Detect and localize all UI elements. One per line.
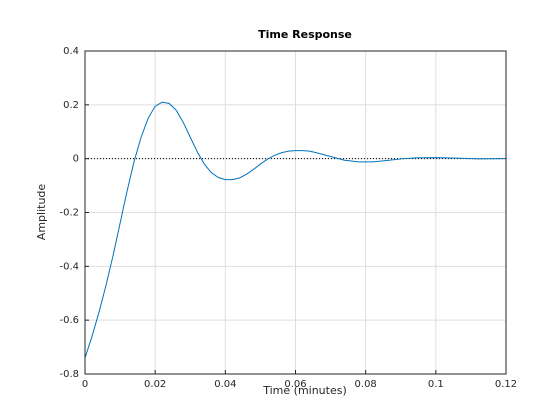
y-tick-label: -0.8 — [59, 369, 79, 380]
x-tick-label: 0.06 — [284, 379, 306, 390]
x-tick-label: 0.12 — [495, 379, 517, 390]
x-tick-label: 0.04 — [214, 379, 236, 390]
axes-frame — [84, 50, 507, 375]
x-tick-label: 0.02 — [144, 379, 166, 390]
y-tick-label: 0.4 — [63, 46, 79, 57]
y-axis-label: Amplitude — [35, 184, 48, 241]
y-tick-label: 0 — [73, 154, 79, 165]
chart-title: Time Response — [258, 28, 352, 41]
line-series — [84, 101, 507, 359]
x-tick-label: 0.1 — [428, 379, 444, 390]
y-tick-label: -0.4 — [59, 261, 79, 272]
x-tick-label: 0.08 — [355, 379, 377, 390]
x-tick-label: 0 — [82, 379, 88, 390]
y-tick-label: -0.6 — [59, 315, 79, 326]
y-tick-label: -0.2 — [59, 208, 79, 219]
y-tick-label: 0.2 — [63, 100, 79, 111]
x-axis-label: Time (minutes) — [262, 384, 347, 397]
